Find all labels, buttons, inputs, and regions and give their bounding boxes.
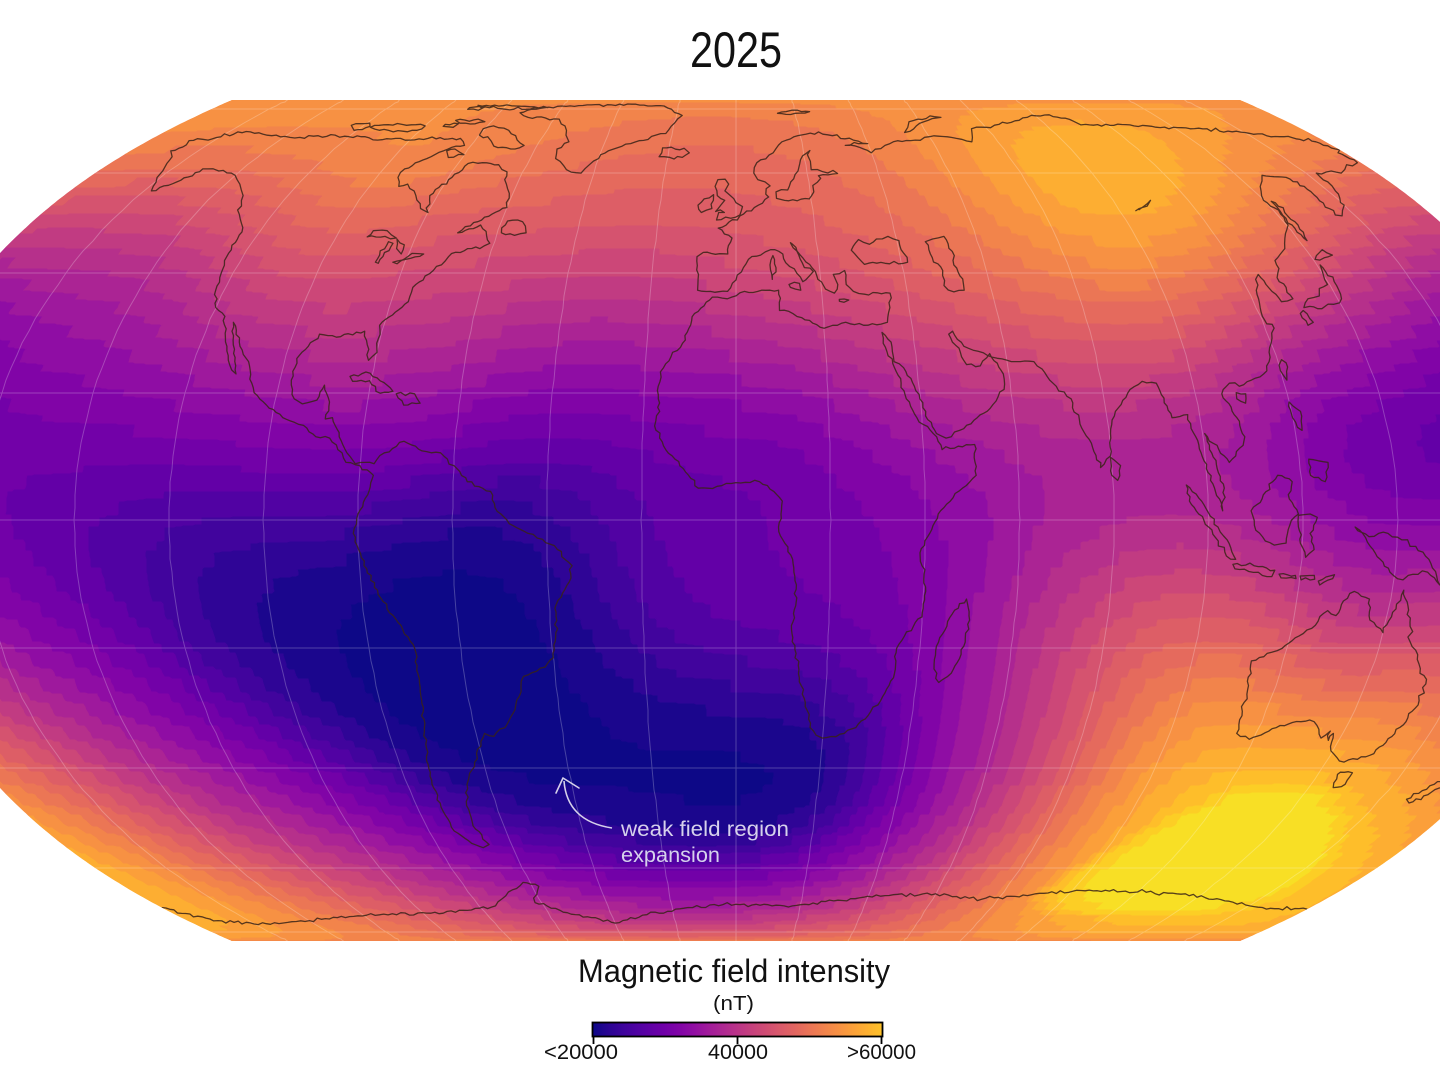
svg-text:Magnetic field intensity: Magnetic field intensity: [578, 953, 890, 989]
svg-text:>60000: >60000: [847, 1041, 916, 1064]
svg-text:40000: 40000: [708, 1041, 768, 1064]
svg-text:expansion: expansion: [621, 844, 720, 867]
svg-text:weak field region: weak field region: [620, 818, 789, 841]
svg-text:2025: 2025: [690, 22, 782, 78]
svg-text:<20000: <20000: [544, 1041, 618, 1064]
svg-text:(nT): (nT): [713, 993, 754, 1015]
